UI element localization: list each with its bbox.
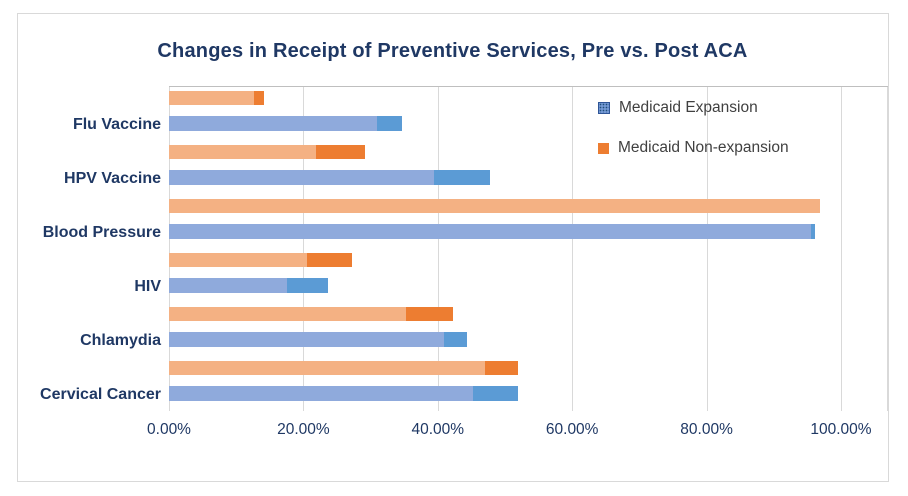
gridline xyxy=(437,87,439,411)
bar-chlamydia-expansion xyxy=(169,332,468,347)
bar-flu-vaccine-expansion xyxy=(169,116,402,131)
bar-post-tip-segment xyxy=(376,116,402,131)
gridline xyxy=(841,87,842,411)
plot-area xyxy=(169,86,888,411)
category-label-chlamydia: Chlamydia xyxy=(80,332,161,349)
chart-title: Changes in Receipt of Preventive Service… xyxy=(157,40,748,62)
bar-post-tip-segment xyxy=(473,386,518,401)
category-label-cervical-cancer: Cervical Cancer xyxy=(40,386,161,403)
category-label-blood-pressure: Blood Pressure xyxy=(42,224,161,241)
bar-blood-pressure-expansion xyxy=(169,224,815,239)
bar-hpv-vaccine-expansion xyxy=(169,170,491,185)
legend-item-medicaid-non-expansion: Medicaid Non-expansion xyxy=(598,138,789,158)
bar-post-tip-segment xyxy=(286,278,329,293)
legend-label-non-expansion: Medicaid Non-expansion xyxy=(618,139,789,156)
bar-post-tip-segment xyxy=(443,332,468,347)
bar-cervical-cancer-expansion xyxy=(169,386,518,401)
bar-hiv-non-expansion xyxy=(169,253,353,267)
bar-blood-pressure-non-expansion xyxy=(169,199,821,213)
x-axis-tick-label: 40.00% xyxy=(411,421,465,438)
category-label-hiv: HIV xyxy=(134,278,161,295)
x-axis-tick-label: 60.00% xyxy=(545,421,599,438)
chart-frame xyxy=(17,13,889,482)
bar-post-tip-segment xyxy=(433,170,491,185)
gridline xyxy=(303,87,305,411)
x-axis-tick-label: 20.00% xyxy=(277,421,330,438)
bar-post-tip-segment xyxy=(254,91,265,105)
x-axis-tick-label: 80.00% xyxy=(680,421,733,438)
bar-post-tip-segment xyxy=(316,145,365,159)
category-label-hpv-vaccine: HPV Vaccine xyxy=(64,170,161,187)
bar-hpv-vaccine-non-expansion xyxy=(169,145,365,159)
x-axis-tick-label: 0.00% xyxy=(147,421,191,438)
x-axis-tick-label: 100.00% xyxy=(810,421,872,438)
legend-marker-non-expansion-icon xyxy=(598,142,609,154)
bar-post-tip-segment xyxy=(811,224,815,239)
bar-hiv-expansion xyxy=(169,278,329,293)
bar-flu-vaccine-non-expansion xyxy=(169,91,265,105)
category-label-flu-vaccine: Flu Vaccine xyxy=(72,116,161,133)
bar-post-tip-segment xyxy=(406,307,453,321)
legend-label-expansion: Medicaid Expansion xyxy=(619,99,758,116)
legend-item-medicaid-expansion: Medicaid Expansion xyxy=(598,98,758,118)
gridline xyxy=(572,87,574,411)
gridline xyxy=(706,87,708,411)
bar-chlamydia-non-expansion xyxy=(169,307,453,321)
bar-post-tip-segment xyxy=(307,253,353,267)
bar-cervical-cancer-non-expansion xyxy=(169,361,518,375)
bar-post-tip-segment xyxy=(484,361,518,375)
gridline xyxy=(169,87,170,411)
plot-right-border xyxy=(887,87,888,411)
legend-marker-expansion-icon xyxy=(598,102,610,114)
